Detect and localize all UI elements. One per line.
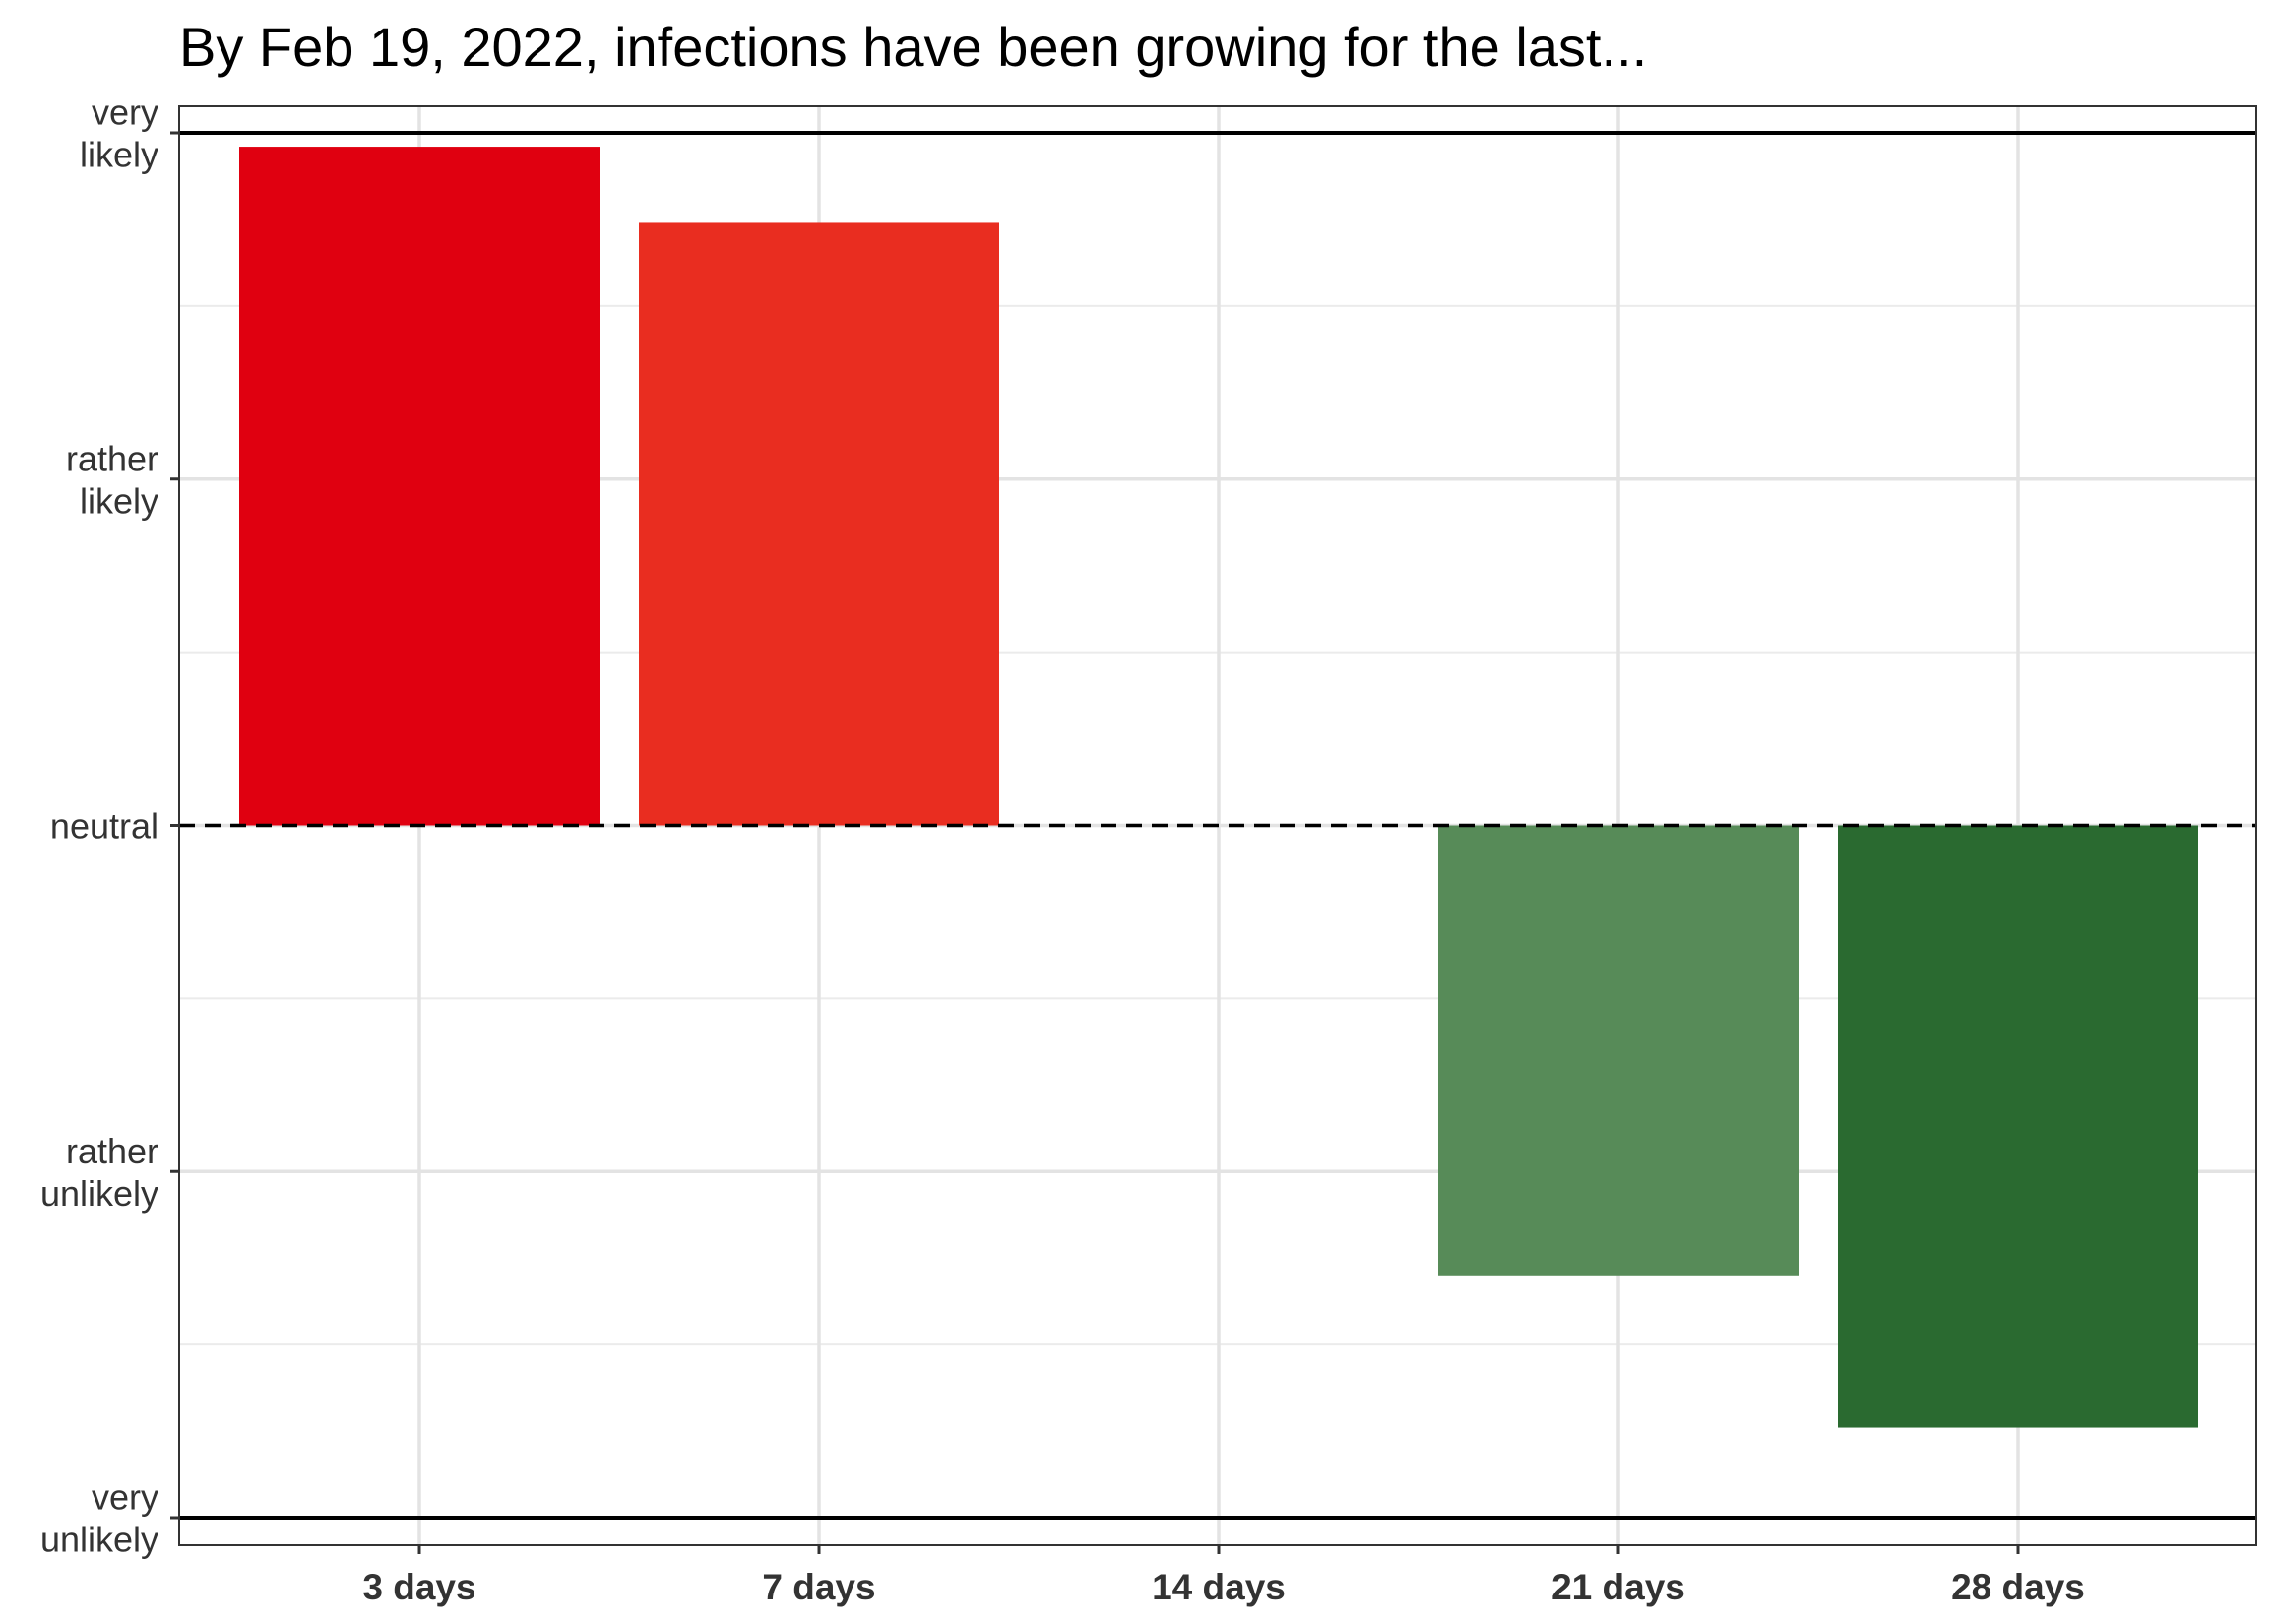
y-tick-label: rather likely bbox=[66, 438, 158, 521]
bar-7-days bbox=[639, 222, 999, 826]
reference-lines bbox=[179, 131, 2256, 1520]
chart-title: By Feb 19, 2022, infections have been gr… bbox=[179, 16, 1647, 78]
x-tick-label: 21 days bbox=[1551, 1567, 1685, 1607]
x-axis: 3 days 7 days 14 days 21 days 28 days bbox=[362, 1545, 2085, 1607]
y-tick-label: neutral bbox=[50, 806, 158, 846]
bar-21-days bbox=[1438, 825, 1799, 1276]
bars bbox=[239, 147, 2198, 1428]
x-tick-label: 28 days bbox=[1951, 1567, 2085, 1607]
y-axis: very likely rather likely neutral rather unlik… bbox=[40, 93, 179, 1560]
x-tick-label: 3 days bbox=[362, 1567, 475, 1607]
x-tick-label: 7 days bbox=[762, 1567, 875, 1607]
y-tick-label: rather unlikely bbox=[40, 1131, 158, 1214]
y-tick-label: very unlikely bbox=[40, 1477, 158, 1560]
bar-3-days bbox=[239, 147, 600, 826]
y-tick-label: very likely bbox=[80, 93, 158, 175]
x-tick-label: 14 days bbox=[1152, 1567, 1286, 1607]
bar-28-days bbox=[1838, 825, 2198, 1428]
